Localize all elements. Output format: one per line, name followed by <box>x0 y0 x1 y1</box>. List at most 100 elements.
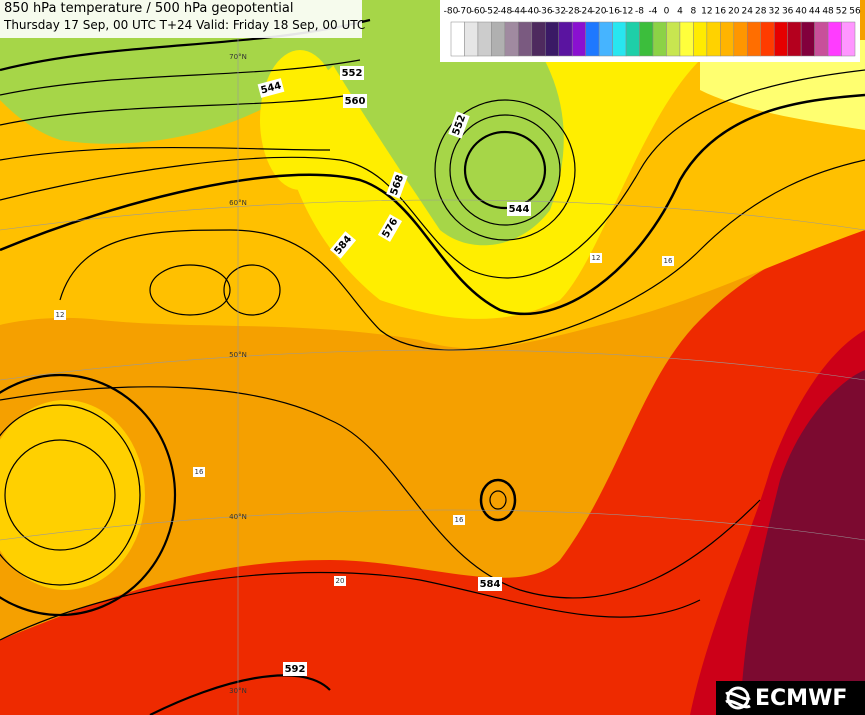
contour <box>0 571 701 641</box>
contour-high <box>4 439 116 551</box>
contour-label-bg <box>257 78 285 98</box>
colorbar-label: -20 <box>592 7 607 17</box>
colorbar-swatch <box>598 21 613 57</box>
contour-label-bg <box>507 202 531 216</box>
contour <box>0 93 865 316</box>
colorbar-label: -40 <box>524 7 539 17</box>
colorbar-label: -36 <box>538 7 553 17</box>
contour <box>149 264 231 316</box>
colorbar-label: -52 <box>484 7 499 17</box>
colorbar-swatch <box>706 21 721 57</box>
logo-icon <box>725 686 751 710</box>
colorbar-swatch <box>679 21 694 57</box>
colorbar-label: 24 <box>742 7 754 17</box>
contour-label-bg <box>343 94 367 108</box>
temp-label: 12 <box>56 311 65 319</box>
contours <box>0 18 865 715</box>
temp-label-bg <box>590 253 602 263</box>
temp-label: 16 <box>195 468 204 476</box>
colorbar-swatch <box>571 21 586 57</box>
contour-label-text: 592 <box>285 664 306 675</box>
colorbar-label: -8 <box>635 7 644 17</box>
colorbar-swatch <box>827 21 842 57</box>
contour-label-bg <box>377 214 403 242</box>
colorbar-label: 44 <box>809 7 821 17</box>
colorbar-label: -12 <box>619 7 634 17</box>
colorbar-swatch <box>773 21 788 57</box>
parallel <box>0 349 865 381</box>
temp-label: 12 <box>592 254 601 262</box>
colorbar-label: -60 <box>471 7 486 17</box>
colorbar-swatch <box>518 21 533 57</box>
contour-label-bg <box>448 111 470 139</box>
colorbar-swatch <box>464 21 479 57</box>
colorbar-label: 20 <box>728 7 740 17</box>
colorbar-label: -70 <box>457 7 472 17</box>
contour-low <box>479 478 517 522</box>
temp-label-bg <box>334 576 346 586</box>
contour-label-text: 584 <box>480 579 501 590</box>
contour <box>59 159 865 351</box>
colorbar-swatch <box>639 21 654 57</box>
parallel <box>0 199 865 231</box>
colorbar-label: -80 <box>444 7 459 17</box>
contour-label: 552 <box>448 111 470 139</box>
colorbar-label: -48 <box>498 7 513 17</box>
colorbar-swatch <box>531 21 546 57</box>
contour-label-text: 544 <box>260 80 283 96</box>
contour-high <box>0 404 141 586</box>
contour-label: 584 <box>478 577 502 591</box>
colorbar-label: 4 <box>677 7 683 17</box>
contour-label-text: 560 <box>345 96 366 107</box>
contour-label: 568 <box>386 171 408 199</box>
colorbar-swatch <box>450 21 465 57</box>
temp-label: 16 <box>664 257 673 265</box>
latitude-label: 50°N <box>229 351 247 359</box>
colorbar-label: 36 <box>782 7 794 17</box>
colorbar-swatch <box>504 21 519 57</box>
contour-label-bg <box>329 231 357 259</box>
colorbar-swatch <box>760 21 775 57</box>
colorbar: -80-70-60-52-48-44-40-36-32-28-24-20-16-… <box>444 7 861 57</box>
contour-low <box>489 490 507 510</box>
contour-label: 544 <box>257 78 285 98</box>
contour-label-text: 552 <box>342 68 363 79</box>
colorbar-swatch <box>491 21 506 57</box>
colorbar-label: 16 <box>715 7 727 17</box>
contour-label-text: 544 <box>509 204 530 215</box>
contour-label-bg <box>283 662 307 676</box>
colorbar-swatch <box>747 21 761 57</box>
colorbar-label: 28 <box>755 7 767 17</box>
colorbar-label: -24 <box>578 7 593 17</box>
colorbar-swatch <box>612 21 627 57</box>
colorbar-label: -16 <box>605 7 620 17</box>
colorbar-swatch <box>693 21 708 57</box>
parallel <box>0 509 865 541</box>
temp-label-bg <box>54 310 66 320</box>
temp-label: 20 <box>336 577 345 585</box>
contour-low <box>449 114 561 226</box>
colorbar-swatch <box>733 21 748 57</box>
colorbar-label: -28 <box>565 7 580 17</box>
field-light-yellow <box>700 40 865 130</box>
field-yellow-blob <box>0 400 145 590</box>
latitude-label: 70°N <box>229 53 247 61</box>
latitude-label: 40°N <box>229 513 247 521</box>
title-box <box>0 0 362 38</box>
colorbar-swatch <box>545 21 559 57</box>
contour-label: 552 <box>340 66 364 80</box>
title: 850 hPa temperature / 500 hPa geopotenti… <box>4 1 293 16</box>
colorbar-swatch <box>625 21 640 57</box>
colorbar-label: 40 <box>795 7 807 17</box>
contour-low <box>463 130 547 210</box>
logo: ECMWF <box>755 686 847 711</box>
contour-label-bg <box>340 66 364 80</box>
colorbar-label: 0 <box>664 7 670 17</box>
contour-label-bg <box>478 577 502 591</box>
contour <box>0 386 761 599</box>
contour <box>0 69 865 279</box>
